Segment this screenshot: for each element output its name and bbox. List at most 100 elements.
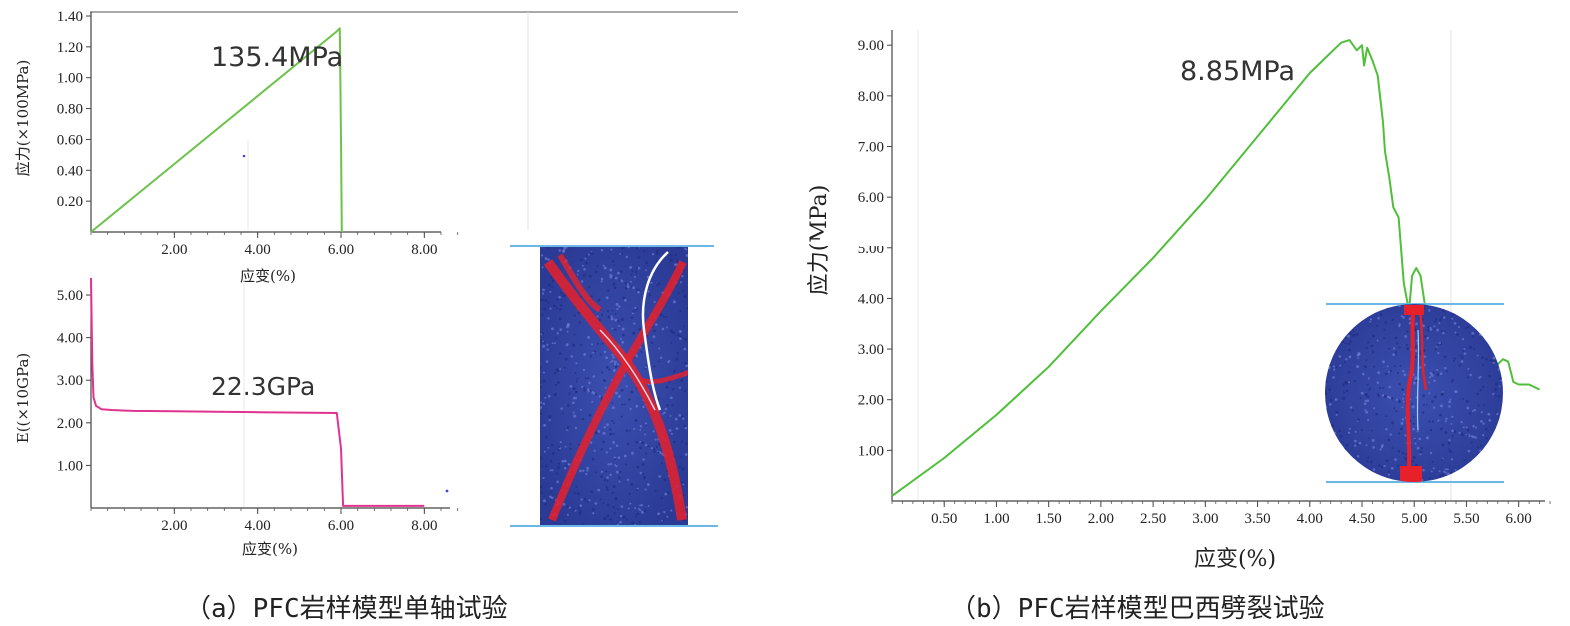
particle bbox=[1477, 475, 1480, 478]
particle bbox=[1395, 342, 1399, 345]
particle bbox=[1348, 332, 1351, 335]
particle bbox=[1442, 331, 1445, 335]
particle bbox=[1430, 470, 1433, 473]
particle bbox=[1470, 441, 1473, 444]
particle bbox=[1378, 464, 1381, 467]
particle bbox=[551, 279, 555, 283]
particle bbox=[1439, 318, 1442, 322]
particle bbox=[1403, 373, 1407, 377]
particle bbox=[682, 483, 685, 486]
particle bbox=[583, 268, 586, 271]
caption-a: （a）PFC岩样模型单轴试验 bbox=[185, 594, 508, 624]
particle bbox=[551, 496, 554, 500]
split-crack-branch bbox=[1418, 309, 1428, 391]
particle bbox=[658, 282, 661, 285]
particle bbox=[565, 343, 569, 347]
particle bbox=[610, 317, 614, 321]
particle bbox=[603, 426, 607, 429]
particle bbox=[1380, 465, 1383, 469]
particle bbox=[607, 315, 611, 319]
particle bbox=[1370, 350, 1374, 354]
particle bbox=[544, 435, 548, 439]
particle bbox=[543, 423, 546, 427]
particle bbox=[1360, 391, 1364, 395]
particle bbox=[542, 476, 545, 480]
particle bbox=[1352, 333, 1356, 337]
particle bbox=[621, 327, 625, 331]
particle bbox=[1348, 355, 1352, 359]
particle bbox=[682, 325, 685, 328]
particle bbox=[1496, 455, 1499, 458]
particle bbox=[551, 469, 554, 472]
particle bbox=[1492, 392, 1495, 396]
particle bbox=[605, 486, 608, 489]
particle bbox=[1500, 308, 1503, 311]
particle bbox=[1405, 343, 1408, 346]
particle bbox=[656, 283, 659, 286]
particle bbox=[633, 322, 636, 325]
particle bbox=[580, 498, 583, 501]
particle bbox=[634, 270, 638, 274]
particle bbox=[617, 324, 621, 327]
particle bbox=[614, 365, 618, 369]
particle bbox=[1459, 307, 1463, 310]
particle bbox=[550, 327, 554, 331]
particle bbox=[641, 463, 645, 466]
particle bbox=[1475, 308, 1478, 311]
particle bbox=[1441, 443, 1445, 447]
particle bbox=[1388, 385, 1392, 389]
particle bbox=[639, 428, 642, 431]
particle bbox=[1361, 372, 1365, 376]
particle bbox=[1334, 431, 1337, 434]
particle bbox=[671, 404, 674, 406]
particle bbox=[1400, 421, 1404, 425]
particle bbox=[1340, 340, 1344, 344]
particle bbox=[1436, 344, 1439, 347]
particle bbox=[1397, 464, 1399, 467]
particle bbox=[1367, 456, 1370, 459]
particle bbox=[1471, 410, 1474, 412]
particle bbox=[1428, 392, 1431, 395]
particle bbox=[1389, 369, 1393, 373]
particle bbox=[1365, 444, 1368, 447]
particle bbox=[1412, 415, 1415, 418]
particle bbox=[630, 285, 633, 288]
particle bbox=[1431, 400, 1434, 403]
particle bbox=[616, 470, 619, 474]
particle bbox=[1476, 354, 1479, 357]
particle bbox=[563, 247, 567, 250]
particle bbox=[669, 396, 673, 400]
particle bbox=[644, 269, 647, 272]
particle bbox=[634, 275, 636, 278]
particle bbox=[681, 467, 685, 471]
particle bbox=[637, 266, 641, 270]
particle bbox=[1466, 406, 1470, 410]
particle bbox=[1446, 468, 1449, 471]
particle bbox=[652, 335, 656, 339]
particle bbox=[566, 427, 569, 430]
particle bbox=[636, 512, 640, 516]
particle bbox=[1414, 355, 1417, 359]
particle bbox=[548, 415, 552, 418]
particle bbox=[1351, 305, 1355, 309]
particle bbox=[652, 329, 656, 332]
particle bbox=[1461, 338, 1465, 341]
particle bbox=[1469, 345, 1473, 349]
particle bbox=[583, 352, 587, 356]
particle bbox=[1416, 430, 1419, 433]
particle bbox=[1432, 467, 1435, 470]
particle bbox=[1383, 328, 1386, 331]
particle bbox=[1326, 336, 1330, 339]
particle bbox=[1370, 429, 1373, 432]
particle bbox=[1426, 336, 1429, 340]
particle bbox=[1441, 458, 1444, 461]
x-tick-label: 3.00 bbox=[1192, 511, 1218, 527]
particle bbox=[1388, 396, 1392, 400]
particle bbox=[591, 508, 595, 512]
particle bbox=[550, 276, 553, 279]
particle bbox=[662, 413, 664, 415]
particle bbox=[1463, 348, 1466, 351]
particle bbox=[1434, 318, 1438, 321]
particle bbox=[1399, 364, 1402, 367]
particle bbox=[550, 443, 554, 447]
